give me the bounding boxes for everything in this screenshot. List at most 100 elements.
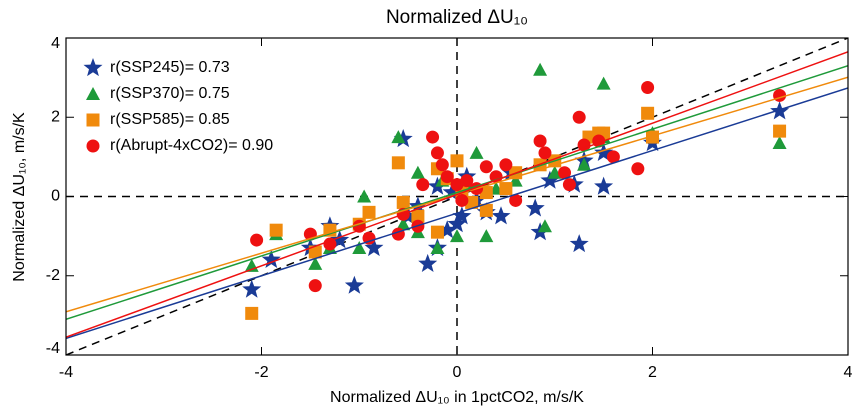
circle-point bbox=[606, 150, 620, 164]
circle-point bbox=[641, 81, 655, 95]
x-tick-label: -4 bbox=[59, 364, 73, 381]
triangle-point bbox=[577, 157, 592, 171]
circle-point bbox=[250, 233, 264, 247]
circle-point bbox=[455, 193, 469, 207]
square-point bbox=[479, 186, 493, 200]
circle-point bbox=[577, 138, 591, 152]
square-point bbox=[450, 154, 464, 168]
y-tick-label: -4 bbox=[46, 340, 60, 357]
circle-point bbox=[308, 279, 322, 293]
fit-line bbox=[66, 51, 848, 338]
star-point bbox=[525, 198, 545, 217]
star-point bbox=[594, 142, 614, 161]
circle-point bbox=[450, 178, 464, 192]
star-point bbox=[344, 275, 364, 294]
triangle-point bbox=[772, 136, 787, 150]
y-tick-label: 2 bbox=[51, 108, 60, 125]
star-point bbox=[569, 234, 589, 253]
circle-point bbox=[426, 130, 440, 144]
circle-point bbox=[562, 178, 576, 192]
y-tick-label: 0 bbox=[51, 188, 60, 205]
triangle-point bbox=[86, 87, 100, 100]
triangle-point bbox=[450, 229, 464, 243]
square-point bbox=[465, 195, 479, 209]
legend-label: r(SSP245)= 0.73 bbox=[110, 59, 230, 76]
circle-point bbox=[435, 158, 449, 172]
square-point bbox=[245, 306, 259, 320]
triangle-point bbox=[430, 241, 445, 255]
circle-point bbox=[440, 170, 454, 184]
triangle-point bbox=[547, 165, 562, 179]
triangle-point bbox=[533, 62, 548, 76]
star-point bbox=[442, 182, 462, 201]
square-point bbox=[269, 223, 283, 237]
square-point bbox=[396, 195, 410, 209]
star-point bbox=[491, 206, 511, 225]
x-tick-label: 0 bbox=[453, 364, 462, 381]
x-tick-label: 4 bbox=[844, 364, 852, 381]
square-point bbox=[391, 156, 405, 170]
square-point bbox=[430, 225, 444, 239]
fit-line bbox=[66, 65, 848, 321]
triangle-point bbox=[537, 219, 552, 233]
x-axis-label: Normalized ΔU₁₀ in 1pctCO2, m/s/K bbox=[330, 389, 584, 406]
star-point bbox=[437, 220, 457, 239]
circle-point bbox=[499, 158, 513, 172]
star-point bbox=[418, 253, 438, 272]
star-point bbox=[393, 129, 413, 148]
x-tick-label: -2 bbox=[254, 364, 268, 381]
square-point bbox=[773, 124, 787, 138]
circle-point bbox=[538, 146, 552, 160]
legend-label: r(Abrupt-4xCO2)= 0.90 bbox=[110, 137, 273, 154]
circle-point bbox=[773, 88, 787, 102]
square-point bbox=[479, 203, 493, 217]
square-point bbox=[641, 106, 655, 120]
y-tick-label: -2 bbox=[46, 267, 60, 284]
circle-point bbox=[631, 162, 645, 176]
triangle-point bbox=[396, 217, 411, 231]
circle-point bbox=[533, 134, 547, 148]
x-tick-label: 2 bbox=[648, 364, 657, 381]
triangle-point bbox=[391, 130, 406, 144]
plot bbox=[66, 38, 848, 355]
circle-point bbox=[86, 139, 100, 153]
star-point bbox=[242, 279, 262, 298]
circle-point bbox=[509, 193, 523, 207]
star-point bbox=[594, 176, 614, 195]
triangle-point bbox=[308, 256, 323, 270]
triangle-point bbox=[469, 145, 484, 159]
star-point bbox=[540, 170, 560, 189]
triangle-point bbox=[410, 165, 425, 179]
square-point bbox=[499, 182, 513, 196]
circle-point bbox=[460, 174, 474, 188]
circle-point bbox=[430, 146, 444, 160]
star-point bbox=[330, 230, 350, 249]
chart-title: Normalized ΔU₁₀ bbox=[386, 7, 528, 28]
star-point bbox=[452, 206, 472, 225]
circle-point bbox=[416, 178, 430, 192]
fit-line bbox=[66, 87, 848, 340]
y-axis-label: Normalized ΔU₁₀, m/s/K bbox=[11, 112, 28, 282]
square-point bbox=[86, 113, 100, 127]
circle-point bbox=[558, 166, 572, 180]
circle-point bbox=[323, 237, 337, 251]
star-point bbox=[83, 58, 103, 77]
square-point bbox=[411, 209, 425, 223]
circle-point bbox=[479, 160, 493, 174]
legend-label: r(SSP585)= 0.85 bbox=[110, 111, 230, 128]
legend-label: r(SSP370)= 0.75 bbox=[110, 85, 230, 102]
triangle-point bbox=[352, 241, 367, 255]
square-point bbox=[646, 130, 659, 144]
star-point bbox=[364, 238, 384, 257]
plot-frame bbox=[65, 37, 849, 356]
triangle-point bbox=[479, 229, 494, 243]
circle-point bbox=[362, 231, 376, 245]
circle-point bbox=[572, 110, 586, 124]
star-point bbox=[261, 249, 281, 268]
square-point bbox=[362, 205, 376, 219]
triangle-point bbox=[596, 76, 611, 90]
circle-point bbox=[489, 170, 503, 184]
y-tick-label: 4 bbox=[51, 35, 60, 52]
triangle-point bbox=[357, 189, 372, 203]
